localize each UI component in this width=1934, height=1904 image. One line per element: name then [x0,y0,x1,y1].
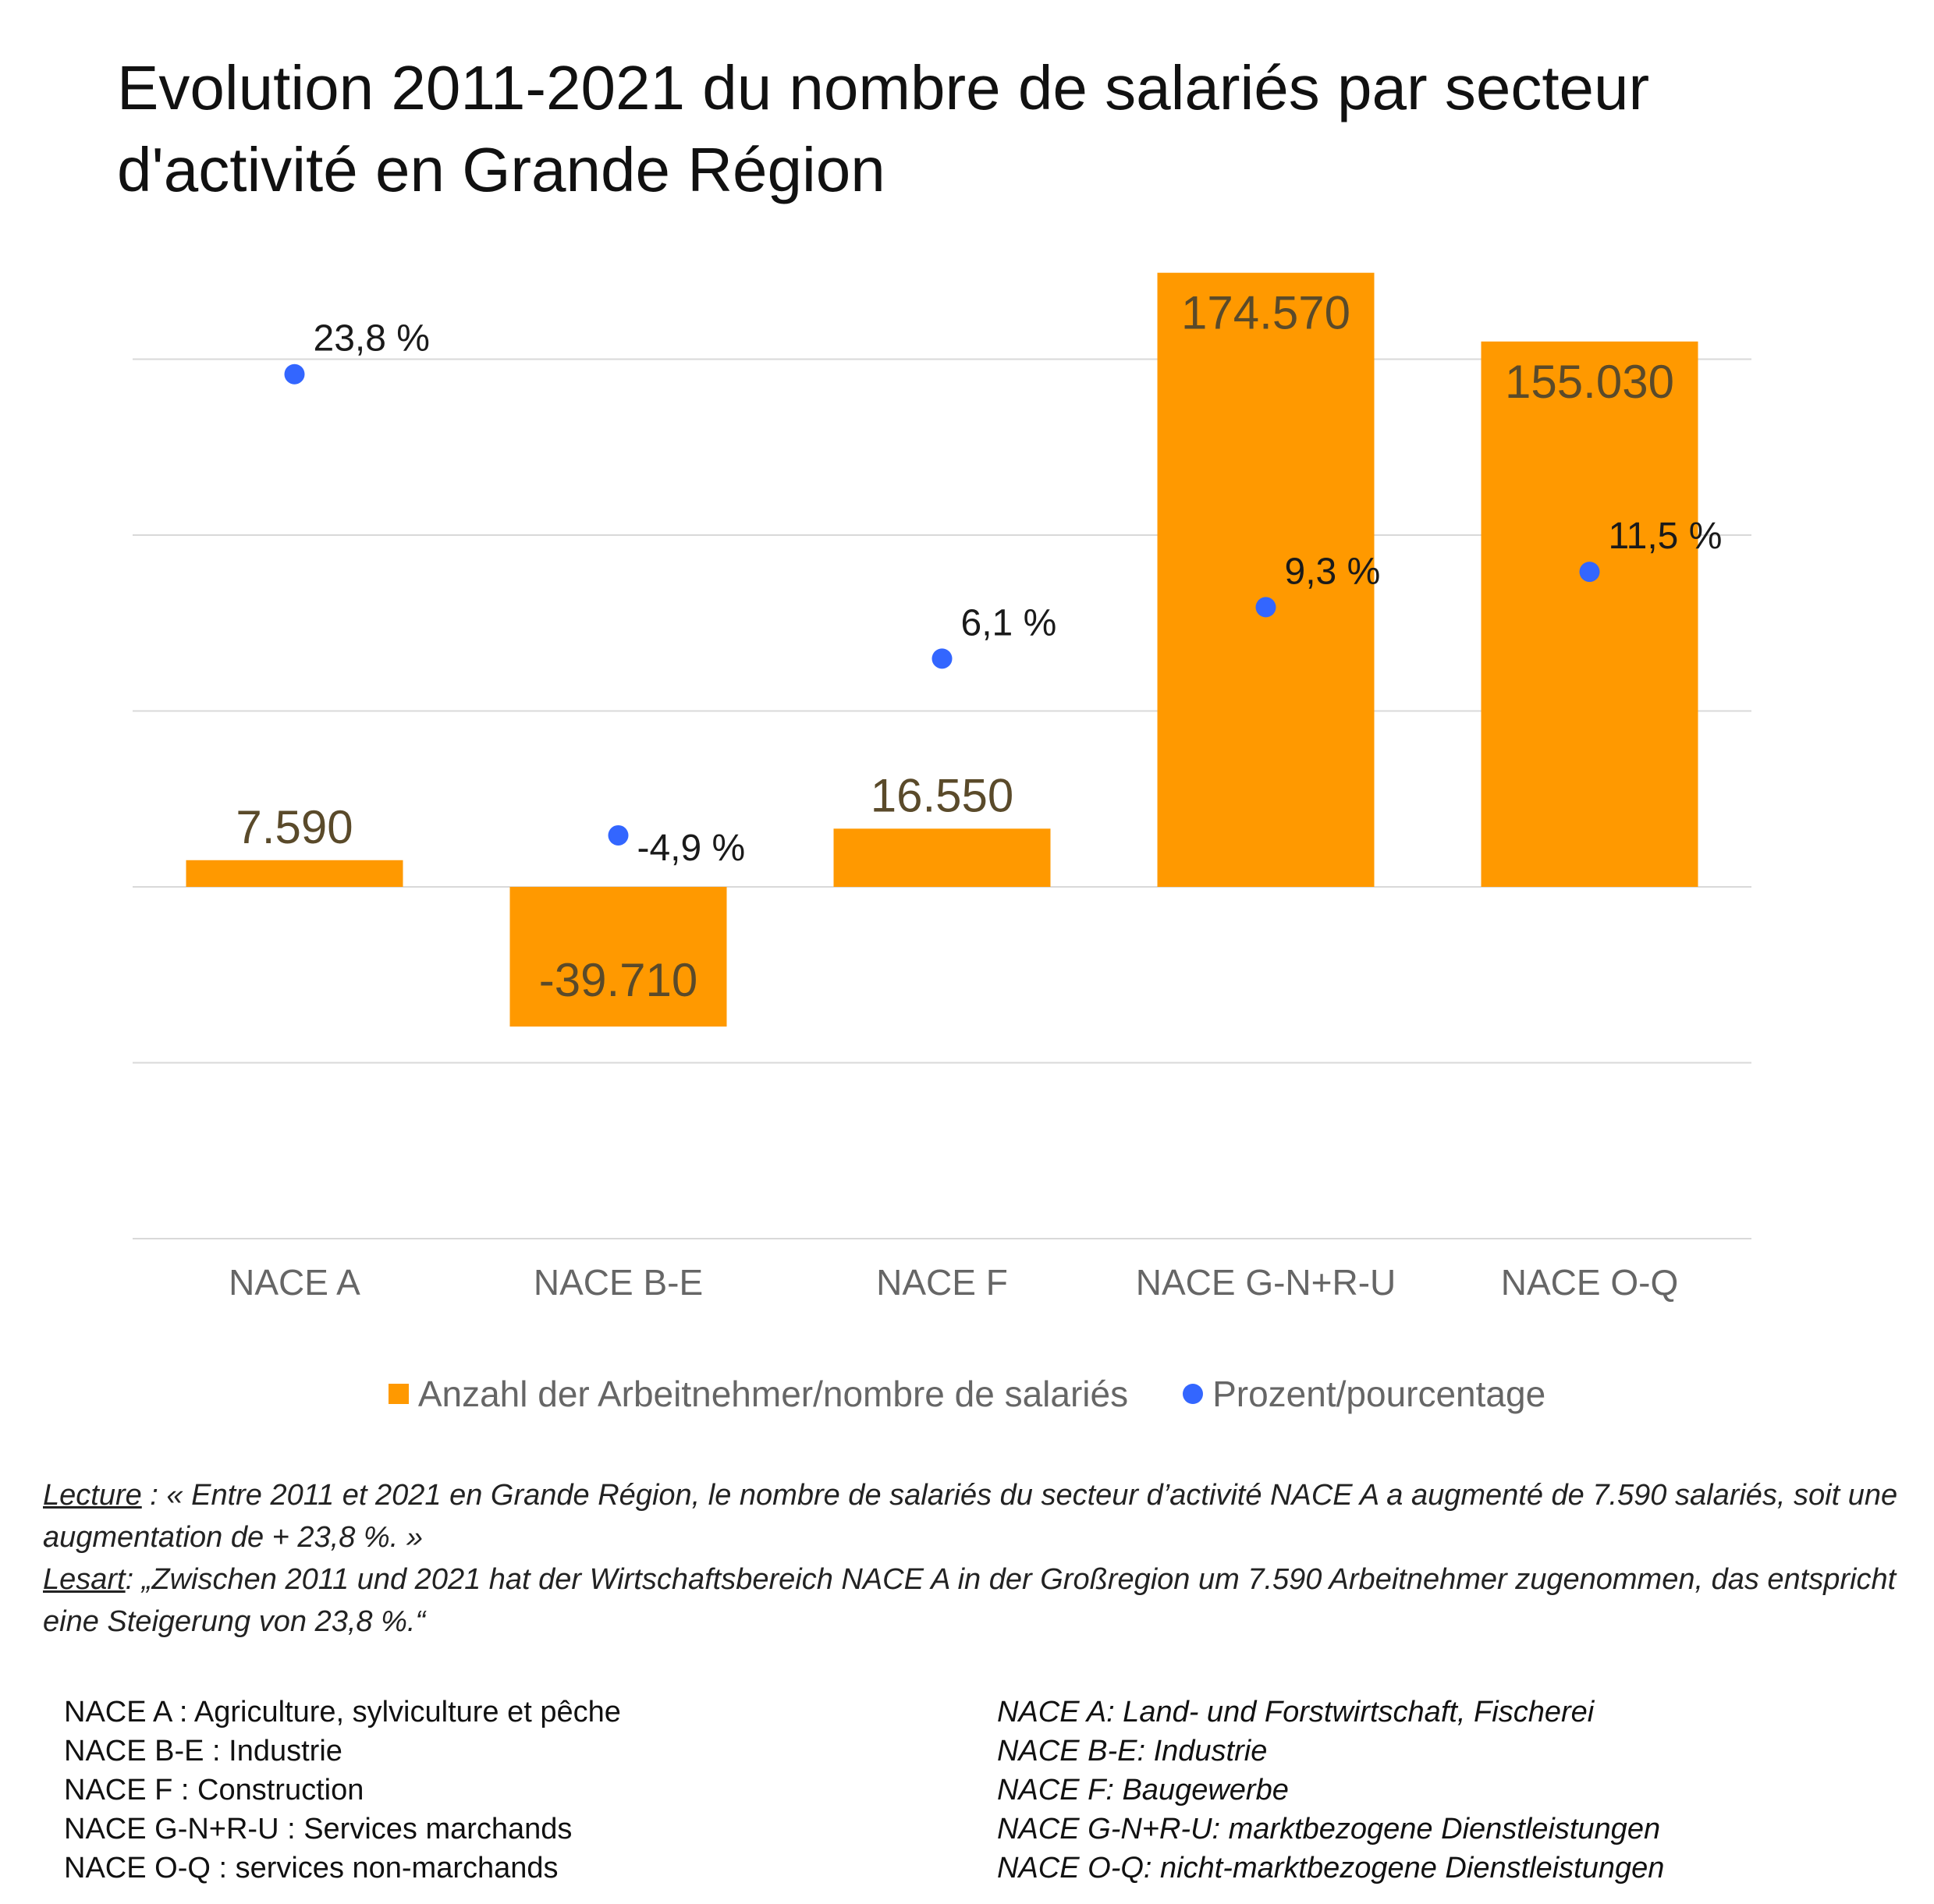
bar-value-label: 7.590 [236,801,353,853]
definition-fr: NACE B-E : Industrie [64,1735,342,1767]
reading-note: Lecture : « Entre 2011 et 2021 en Grande… [43,1474,1907,1643]
legend-item-bars: Anzahl der Arbeitnehmer/nombre de salari… [388,1373,1129,1415]
legend-label-points: Prozent/pourcentage [1212,1374,1546,1414]
percent-point [608,824,629,846]
definition-de: NACE F: Baugewerbe [997,1774,1289,1806]
definitions-de: NACE A: Land- und Forstwirtschaft, Fisch… [997,1693,1664,1888]
chart-title: Evolution 2011-2021 du nombre de salarié… [117,53,1650,204]
definition-fr: NACE O-Q : services non-marchands [64,1852,559,1884]
legend-item-points: Prozent/pourcentage [1183,1373,1545,1415]
reading-label-fr: Lecture [43,1479,142,1512]
category-label: NACE F [876,1262,1008,1303]
bar-value-label: 155.030 [1505,356,1674,408]
chart-plot: 7.590 23,8 % NACE A -39.710 -4,9 % NACE B-E 16… [133,272,1751,1303]
definitions-fr: NACE A : Agriculture, sylviculture et pê… [64,1693,621,1888]
bar [833,828,1051,887]
category-label: NACE B-E [534,1262,703,1303]
reading-label-de: Lesart [43,1563,126,1596]
category-label: NACE G-N+R-U [1136,1262,1396,1303]
bar-value-label: 16.550 [871,769,1014,821]
definition-de: NACE O-Q: nicht-marktbezogene Dienstleis… [997,1852,1665,1884]
percent-label: 23,8 % [314,318,430,360]
definition-de: NACE G-N+R-U: marktbezogene Dienstleistu… [997,1813,1661,1845]
percent-label: 6,1 % [961,602,1057,644]
definition-fr: NACE G-N+R-U : Services marchands [64,1813,573,1845]
definition-de: NACE A: Land- und Forstwirtschaft, Fisch… [997,1696,1595,1728]
category-label: NACE O-Q [1501,1262,1678,1303]
chart-legend: Anzahl der Arbeitnehmer/nombre de salari… [0,1373,1934,1415]
definition-fr: NACE F : Construction [64,1774,364,1806]
percent-point [1579,562,1600,583]
percent-point [932,648,953,669]
legend-label-bars: Anzahl der Arbeitnehmer/nombre de salari… [417,1374,1129,1414]
bar [1157,272,1375,887]
percent-point [1255,597,1276,618]
bar [186,860,403,887]
bar-value-label: -39.710 [539,954,698,1006]
reading-text-de: : „Zwischen 2011 und 2021 hat der Wirtsc… [43,1563,1897,1638]
bar [1481,341,1698,887]
percent-label: 9,3 % [1285,551,1381,592]
bar [509,887,727,1027]
percent-label: 11,5 % [1609,516,1723,557]
percent-point [284,363,305,385]
definition-de: NACE B-E: Industrie [997,1735,1268,1767]
legend-swatch-points [1183,1384,1204,1404]
reading-note-fr: Lecture : « Entre 2011 et 2021 en Grande… [43,1474,1907,1558]
category-label: NACE A [229,1262,360,1303]
reading-note-de: Lesart: „Zwischen 2011 und 2021 hat der … [43,1558,1907,1643]
reading-text-fr: : « Entre 2011 et 2021 en Grande Région,… [43,1479,1898,1554]
percent-label: -4,9 % [637,828,746,869]
legend-swatch-bars [388,1384,409,1404]
bar-value-label: 174.570 [1181,287,1350,339]
definition-fr: NACE A : Agriculture, sylviculture et pê… [64,1696,621,1728]
